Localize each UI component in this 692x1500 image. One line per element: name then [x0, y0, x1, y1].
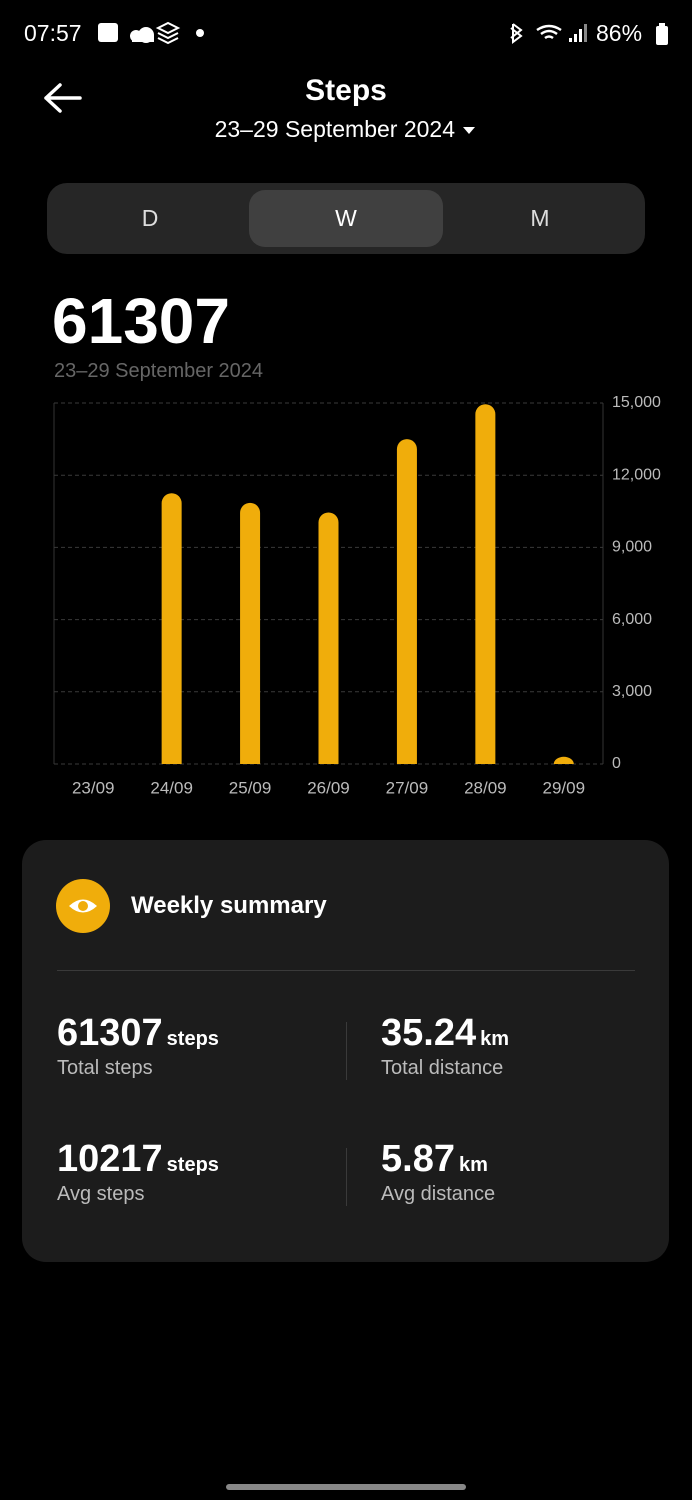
stat: 61307 steps Total steps — [57, 1012, 317, 1080]
y-tick-label: 6,000 — [612, 611, 652, 628]
date-selector[interactable]: 23–29 September 2024 — [0, 116, 692, 143]
stat-value: 35.24 — [381, 1012, 477, 1054]
x-tick-label: 28/09 — [464, 778, 507, 797]
total-date: 23–29 September 2024 — [54, 360, 264, 382]
x-tick-label: 23/09 — [72, 778, 115, 797]
page-title: Steps — [305, 74, 387, 107]
status-right-icons — [510, 23, 587, 44]
stat-value: 10217 — [57, 1138, 163, 1180]
stat-unit: steps — [166, 1154, 219, 1176]
summary-title: Weekly summary — [131, 892, 327, 919]
date-range[interactable]: 23–29 September 2024 — [214, 116, 456, 142]
x-tick-label: 24/09 — [150, 778, 193, 797]
summary-card: Weekly summary 61307 steps Total steps 35.… — [22, 840, 669, 1262]
bar — [396, 439, 417, 764]
dropdown-arrow[interactable] — [461, 125, 477, 137]
x-tick-label: 29/09 — [543, 778, 586, 797]
tab-active[interactable]: W — [249, 190, 443, 247]
battery-icon — [656, 23, 668, 45]
bar — [475, 404, 496, 764]
divider — [57, 970, 635, 971]
stat-label: Total distance — [381, 1057, 504, 1079]
stat: 35.24 km Total distance — [381, 1012, 641, 1080]
stat-unit: steps — [166, 1028, 219, 1050]
divider — [346, 1148, 347, 1206]
y-tick-label: 3,000 — [612, 683, 652, 700]
stat: 10217 steps Avg steps — [57, 1138, 317, 1206]
tab[interactable]: D — [141, 205, 159, 231]
stat-unit: km — [458, 1154, 488, 1176]
back-button[interactable] — [40, 80, 84, 116]
y-tick-label: 0 — [612, 755, 621, 772]
x-tick-label: 25/09 — [229, 778, 272, 797]
stat-value: 61307 — [57, 1012, 163, 1054]
bar — [161, 493, 182, 764]
tab[interactable]: M — [530, 205, 550, 231]
stat-label: Avg steps — [57, 1183, 145, 1205]
total-value: 61307 — [52, 285, 230, 357]
stat-label: Avg distance — [381, 1183, 496, 1205]
chart: 0 3,000 6,000 9,000 12,000 15,000 23/09 24/09 25… — [53, 394, 661, 797]
status-icons — [98, 21, 204, 45]
y-tick-label: 9,000 — [612, 539, 652, 556]
bar — [553, 756, 574, 764]
stat-value: 5.87 — [381, 1138, 455, 1180]
stat: 5.87 km Avg distance — [381, 1138, 641, 1206]
x-tick-label: 26/09 — [307, 778, 350, 797]
y-tick-label: 12,000 — [612, 466, 661, 483]
x-tick-label: 27/09 — [386, 778, 429, 797]
bar — [240, 502, 261, 764]
battery-level: 86% — [596, 20, 643, 46]
y-tick-label: 15,000 — [612, 394, 661, 411]
period-tabs: D W M — [47, 183, 645, 254]
bar — [318, 512, 339, 764]
status-time: 07:57 — [24, 20, 82, 46]
eye-icon — [56, 879, 110, 933]
home-indicator[interactable] — [226, 1484, 466, 1490]
stat-label: Total steps — [57, 1057, 153, 1079]
stat-unit: km — [480, 1028, 509, 1050]
divider — [346, 1022, 347, 1080]
